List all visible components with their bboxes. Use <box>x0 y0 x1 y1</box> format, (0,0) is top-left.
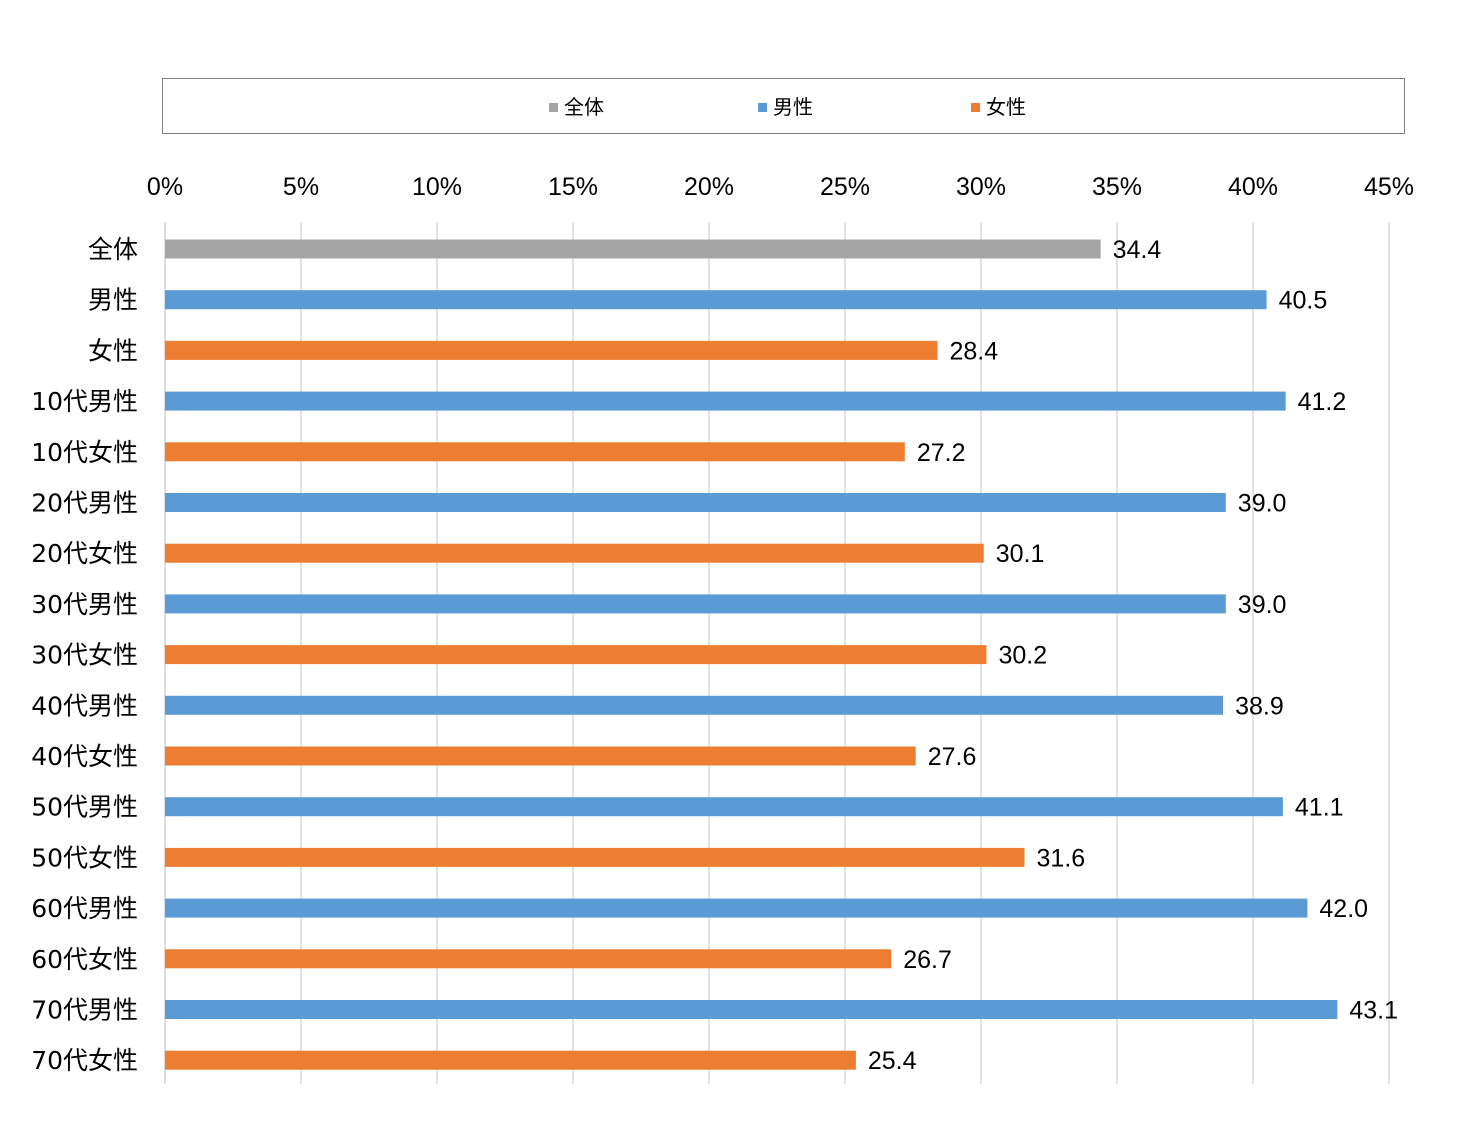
category-label: 20代男性 <box>31 489 138 518</box>
bar <box>165 543 984 563</box>
x-axis-ticks: 0% 5% 10% 15% 20% 25% 30% 35% 40% 45% <box>147 173 1414 201</box>
category-label: 女性 <box>88 336 138 365</box>
data-label: 31.6 <box>1037 844 1086 872</box>
bar <box>165 695 1224 715</box>
bar <box>165 1050 856 1070</box>
category-label: 50代男性 <box>31 793 138 822</box>
category-label: 男性 <box>88 286 138 315</box>
category-label: 30代男性 <box>31 590 138 619</box>
legend-swatch-female <box>971 102 980 112</box>
legend-swatch-overall <box>549 102 558 112</box>
data-label: 40.5 <box>1279 287 1328 315</box>
x-tick-label: 10% <box>412 173 462 201</box>
x-tick-label: 0% <box>147 173 183 201</box>
category-label: 40代女性 <box>31 742 138 771</box>
x-tick-label: 45% <box>1364 173 1414 201</box>
x-tick-label: 20% <box>684 173 734 201</box>
x-tick-label: 15% <box>548 173 598 201</box>
data-label: 42.0 <box>1319 895 1368 923</box>
data-label: 39.0 <box>1238 591 1287 619</box>
x-tick-label: 35% <box>1092 173 1142 201</box>
category-label: 10代男性 <box>31 387 138 416</box>
legend-swatch-male <box>758 102 767 112</box>
x-tick-label: 40% <box>1228 173 1278 201</box>
category-label: 60代女性 <box>31 945 138 974</box>
x-tick-label: 5% <box>283 173 319 201</box>
category-label: 全体 <box>88 235 138 264</box>
data-label: 41.1 <box>1295 794 1344 822</box>
bar <box>165 594 1226 614</box>
legend-label-female: 女性 <box>986 95 1026 119</box>
category-label: 60代男性 <box>31 894 138 923</box>
legend-label-overall: 全体 <box>564 95 604 119</box>
legend-label-male: 男性 <box>773 95 813 119</box>
category-label: 70代男性 <box>31 996 138 1025</box>
legend-item-female: 女性 <box>971 79 1026 135</box>
category-label: 40代男性 <box>31 691 138 720</box>
bar <box>165 442 905 462</box>
category-label: 30代女性 <box>31 641 138 670</box>
data-label: 30.2 <box>998 642 1047 670</box>
legend-item-male: 男性 <box>758 79 813 135</box>
data-label: 30.1 <box>996 540 1045 568</box>
bar <box>165 391 1286 411</box>
bar <box>165 290 1267 310</box>
bars <box>165 239 1338 1070</box>
category-label: 10代女性 <box>31 438 138 467</box>
data-label: 34.4 <box>1113 236 1162 264</box>
bar <box>165 898 1308 918</box>
category-label: 20代女性 <box>31 539 138 568</box>
bar <box>165 949 892 969</box>
bar <box>165 340 938 360</box>
x-tick-label: 25% <box>820 173 870 201</box>
legend: 全体 男性 女性 <box>162 78 1405 134</box>
bar <box>165 1000 1338 1019</box>
data-label: 39.0 <box>1238 490 1287 518</box>
data-label: 28.4 <box>949 337 998 365</box>
data-label: 41.2 <box>1298 388 1347 416</box>
category-label: 50代女性 <box>31 843 138 872</box>
legend-item-overall: 全体 <box>549 79 604 135</box>
bar <box>165 797 1283 817</box>
bar <box>165 847 1025 867</box>
data-label: 38.9 <box>1235 692 1284 720</box>
bar <box>165 645 987 665</box>
data-label: 27.2 <box>917 439 966 467</box>
data-label: 26.7 <box>903 946 952 974</box>
x-tick-label: 30% <box>956 173 1006 201</box>
data-label: 27.6 <box>928 743 977 771</box>
bar <box>165 746 916 766</box>
data-label: 43.1 <box>1349 997 1398 1025</box>
data-label: 25.4 <box>868 1047 917 1075</box>
data-labels: 34.4 40.5 28.4 41.2 27.2 39.0 30.1 39.0 30.2 38.9… <box>868 236 1398 1075</box>
category-label: 70代女性 <box>31 1046 138 1075</box>
bar <box>165 239 1101 259</box>
bar <box>165 493 1226 512</box>
